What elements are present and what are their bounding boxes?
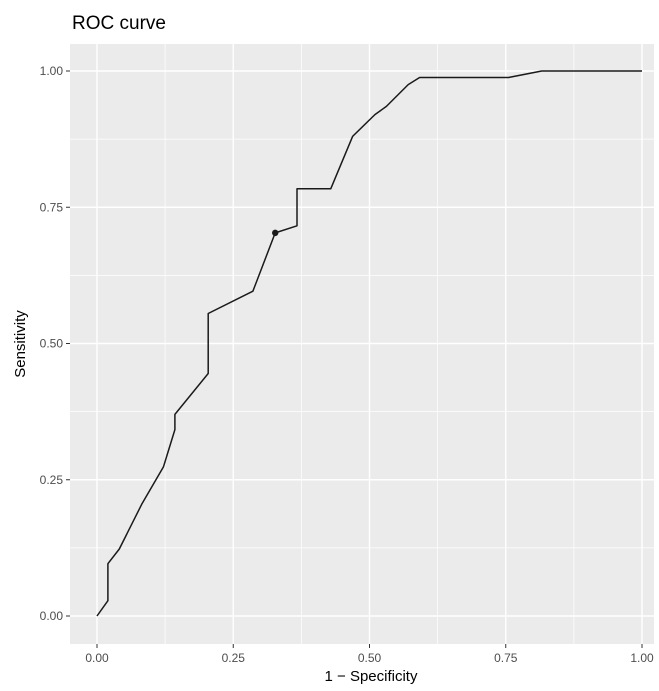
y-axis-label: Sensitivity	[12, 310, 29, 378]
y-tick-label: 0.25	[40, 473, 64, 487]
y-axis-ticks: 0.00 0.25 0.50 0.75 1.00	[40, 64, 70, 623]
x-tick-label: 0.50	[358, 651, 382, 665]
x-axis-label: 1 − Specificity	[325, 668, 418, 685]
y-tick-label: 1.00	[40, 64, 64, 78]
grid-major	[70, 44, 654, 644]
x-tick-label: 0.00	[85, 651, 109, 665]
x-tick-label: 0.75	[494, 651, 518, 665]
y-tick-label: 0.00	[40, 609, 64, 623]
chart-title: ROC curve	[72, 13, 166, 34]
optimal-threshold-point	[272, 229, 279, 237]
y-tick-label: 0.50	[40, 337, 64, 351]
x-tick-label: 0.25	[222, 651, 246, 665]
series-layer	[96, 70, 642, 617]
y-tick-label: 0.75	[40, 200, 64, 214]
x-axis-ticks: 0.00 0.25 0.50 0.75 1.00	[85, 644, 654, 665]
x-tick-label: 1.00	[630, 651, 654, 665]
